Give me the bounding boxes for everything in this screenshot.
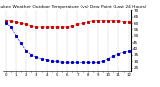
Title: Milwaukee Weather Outdoor Temperature (vs) Dew Point (Last 24 Hours): Milwaukee Weather Outdoor Temperature (v…: [0, 5, 146, 9]
